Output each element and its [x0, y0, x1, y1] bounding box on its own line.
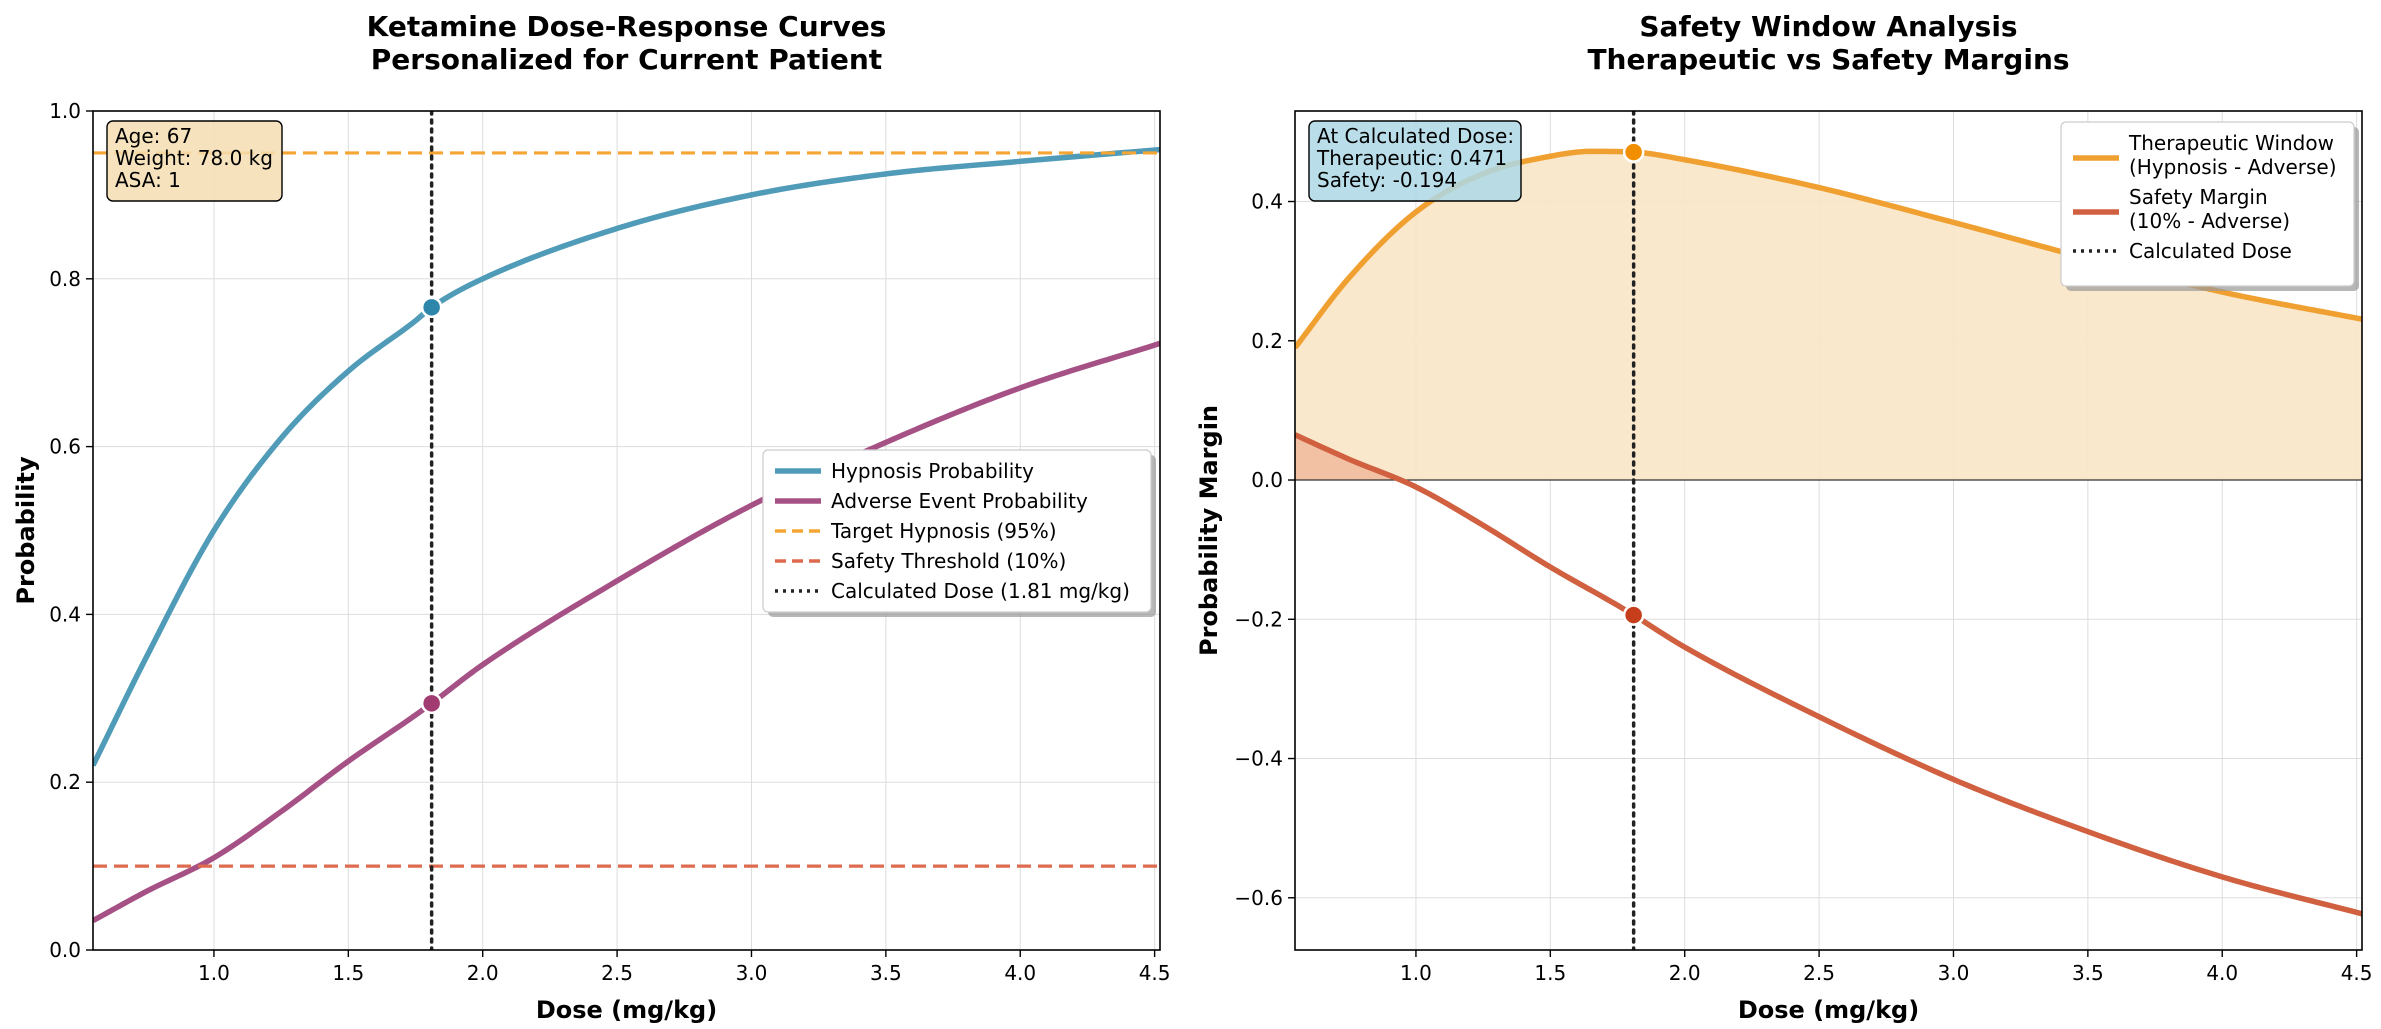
x-tick-label: 2.0	[1669, 961, 1701, 985]
annotation-line: Weight: 78.0 kg	[115, 146, 273, 170]
axes-frame	[92, 110, 1161, 951]
therapeutic-area-fill	[1295, 151, 2362, 481]
y-tick-label: 0.0	[1251, 468, 1283, 492]
legend: Hypnosis Probability Adverse Event Probab…	[762, 449, 1156, 617]
dose-response-chart: 1.0 1.5 2.0 2.5 3.0 3.5 4.0 4.5 0.0 0.2 0.4 0.6 0.8 1…	[12, 10, 1171, 1024]
legend-label: Calculated Dose	[2129, 239, 2292, 263]
annotation-box: At Calculated Dose:Therapeutic: 0.471Saf…	[1308, 120, 1522, 202]
y-tick-label: 0.2	[49, 770, 81, 794]
x-axis-label: Dose (mg/kg)	[536, 996, 717, 1024]
plot-area	[1295, 111, 2362, 950]
y-tick-label: −0.2	[1234, 607, 1283, 631]
dose-marker-0	[420, 296, 443, 319]
legend: Therapeutic Window(Hypnosis - Adverse) Sa…	[2060, 121, 2359, 291]
y-tick-label: −0.4	[1234, 747, 1283, 771]
annotation-line: Safety: -0.194	[1317, 168, 1457, 192]
x-tick-label: 3.5	[2072, 961, 2104, 985]
series-line-0	[93, 146, 1160, 767]
x-tick-label: 1.0	[1400, 961, 1432, 985]
annotation-background	[106, 120, 283, 202]
safety-window-chart: 1.0 1.5 2.0 2.5 3.0 3.5 4.0 4.5 −0.6 −0.4 −0.2 0.0 0…	[1195, 10, 2373, 1024]
y-tick-label: 0.6	[49, 435, 81, 459]
y-tick-label: 0.4	[49, 602, 81, 626]
dose-marker-0	[1622, 141, 1645, 163]
y-tick-label: 0.2	[1251, 329, 1283, 353]
annotation-background	[1308, 120, 1522, 202]
legend-frame	[762, 449, 1152, 613]
legend-label: Safety Threshold (10%)	[831, 549, 1066, 573]
annotation-line: ASA: 1	[115, 168, 181, 192]
y-tick-label: −0.6	[1234, 886, 1283, 910]
legend-label: Therapeutic Window	[2128, 131, 2334, 155]
legend-label: (Hypnosis - Adverse)	[2129, 155, 2337, 179]
legend-frame	[2060, 121, 2355, 287]
chart-title-line: Ketamine Dose-Response Curves	[367, 10, 887, 43]
legend-label: Safety Margin	[2129, 185, 2268, 209]
legend-label: Calculated Dose (1.81 mg/kg)	[831, 579, 1130, 603]
y-axis-label: Probability Margin	[1195, 405, 1223, 656]
x-tick-label: 2.0	[467, 961, 499, 985]
x-tick-label: 4.0	[1004, 961, 1036, 985]
x-tick-label: 3.0	[736, 961, 768, 985]
x-tick-label: 4.0	[2206, 961, 2238, 985]
legend-label: Target Hypnosis (95%)	[830, 519, 1057, 543]
y-tick-label: 0.8	[49, 267, 81, 291]
y-tick-label: 0.4	[1251, 190, 1283, 214]
x-tick-label: 2.5	[1803, 961, 1835, 985]
y-tick-label: 0.0	[49, 938, 81, 962]
annotation-line: At Calculated Dose:	[1317, 124, 1514, 148]
chart-title-line: Therapeutic vs Safety Margins	[1587, 43, 2069, 76]
legend-label: Adverse Event Probability	[831, 489, 1088, 513]
x-tick-label: 4.5	[1139, 961, 1171, 985]
x-tick-label: 1.5	[332, 961, 364, 985]
x-tick-label: 3.5	[870, 961, 902, 985]
annotation-line: Therapeutic: 0.471	[1316, 146, 1507, 170]
legend-label: (10% - Adverse)	[2129, 209, 2290, 233]
chart-title-line: Safety Window Analysis	[1639, 10, 2017, 43]
dose-marker-1	[1622, 604, 1645, 626]
dose-marker-1	[420, 692, 443, 715]
x-tick-label: 2.5	[601, 961, 633, 985]
x-tick-label: 1.5	[1534, 961, 1566, 985]
annotation-line: Age: 67	[115, 124, 192, 148]
x-tick-label: 4.5	[2341, 961, 2373, 985]
x-tick-label: 3.0	[1938, 961, 1970, 985]
axes-frame	[1294, 110, 2363, 951]
series-line-1	[93, 340, 1160, 924]
legend-label: Hypnosis Probability	[831, 459, 1034, 483]
y-axis-label: Probability	[12, 456, 40, 605]
x-tick-label: 1.0	[198, 961, 230, 985]
y-tick-label: 1.0	[49, 99, 81, 123]
x-axis-label: Dose (mg/kg)	[1738, 996, 1919, 1024]
chart-title-line: Personalized for Current Patient	[371, 43, 882, 76]
series-line-1	[1295, 432, 2362, 917]
